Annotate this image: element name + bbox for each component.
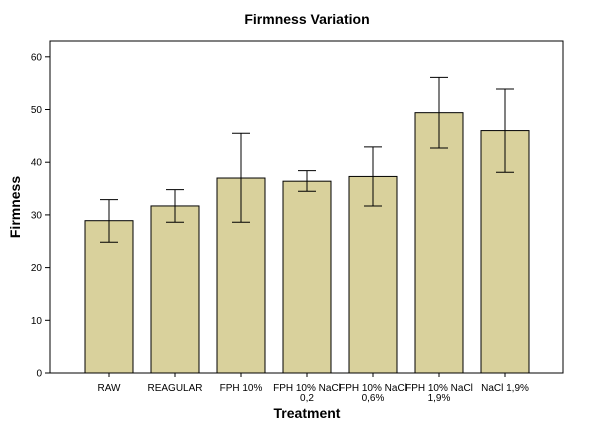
bar: [150, 205, 200, 374]
y-axis: 0 10 20 30 40 50 60: [31, 52, 50, 380]
y-tick-label: 30: [31, 210, 43, 221]
x-tick-label: RAW: [98, 383, 122, 394]
x-tick-label: 0,6%: [362, 393, 385, 404]
x-tick-label: NaCl 1,9%: [481, 383, 529, 394]
x-tick-label: 1,9%: [428, 393, 451, 404]
x-tick-label: REAGULAR: [147, 383, 202, 394]
chart-title: Firmness Variation: [244, 11, 369, 27]
x-tick-label: 0,2: [300, 393, 314, 404]
bar: [282, 180, 332, 374]
x-tick-label: FPH 10%: [220, 383, 263, 394]
y-tick-label: 20: [31, 263, 43, 274]
y-tick-label: 40: [31, 158, 43, 169]
y-tick-label: 60: [31, 52, 43, 63]
x-tick-label: FPH 10% NaCl: [339, 383, 407, 394]
bar: [84, 220, 134, 374]
y-axis-label: Firmness: [7, 176, 23, 238]
x-tick-label: FPH 10% NaCl: [405, 383, 473, 394]
bar: [414, 112, 464, 374]
x-axis-label: Treatment: [274, 405, 341, 421]
y-tick-label: 0: [36, 369, 42, 380]
x-tick-label: FPH 10% NaCl: [273, 383, 341, 394]
y-tick-label: 10: [31, 316, 43, 327]
y-tick-label: 50: [31, 105, 43, 116]
